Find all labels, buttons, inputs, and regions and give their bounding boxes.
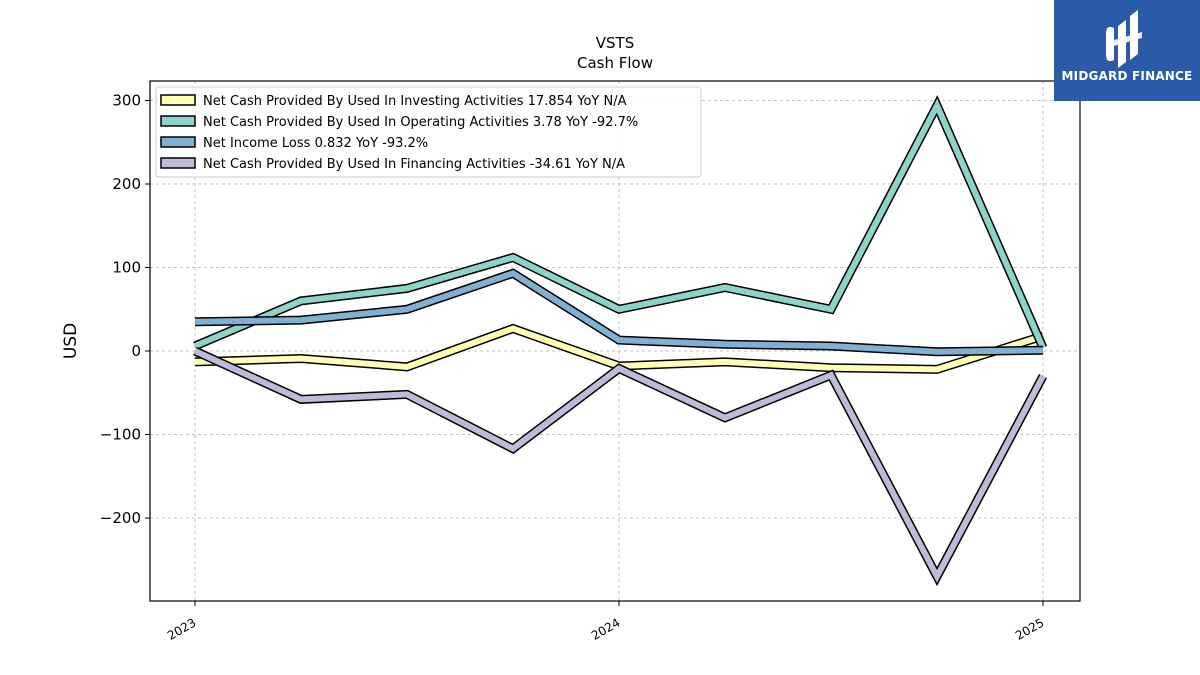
y-tick-label: 200 bbox=[112, 175, 141, 193]
series-layer bbox=[193, 95, 1048, 587]
y-axis-label: USD bbox=[61, 323, 81, 359]
legend-label: Net Income Loss 0.832 YoY -93.2% bbox=[203, 136, 428, 151]
legend-swatch bbox=[160, 136, 196, 148]
chart-title: VSTS bbox=[596, 34, 634, 52]
series-line bbox=[194, 269, 1044, 355]
y-tick-label: 100 bbox=[112, 259, 141, 277]
plot-frame bbox=[149, 80, 1081, 602]
legend-swatch bbox=[160, 94, 196, 106]
legend-label: Net Cash Provided By Used In Operating A… bbox=[203, 115, 638, 130]
y-tick-label: −200 bbox=[100, 509, 141, 527]
x-axis-ticks: 2023 2024 2025 bbox=[165, 601, 1047, 643]
legend-label: Net Cash Provided By Used In Financing A… bbox=[203, 157, 625, 172]
chart-subtitle: Cash Flow bbox=[577, 54, 653, 72]
x-tick-label: 2025 bbox=[1013, 615, 1046, 642]
y-axis-ticks: 300 200 100 0 −100 −200 bbox=[100, 92, 150, 527]
logo-text: MIDGARD FINANCE bbox=[1061, 69, 1193, 83]
series-line bbox=[193, 348, 1046, 583]
midgard-finance-logo: MIDGARD FINANCE bbox=[1054, 0, 1200, 101]
legend-label: Net Cash Provided By Used In Investing A… bbox=[203, 94, 627, 109]
x-tick-label: 2023 bbox=[165, 615, 198, 642]
y-tick-label: −100 bbox=[100, 426, 141, 444]
midgard-logo-icon bbox=[1106, 10, 1142, 68]
y-tick-label: 300 bbox=[112, 92, 141, 110]
y-tick-label: 0 bbox=[131, 342, 141, 360]
x-tick-label: 2024 bbox=[589, 615, 622, 642]
legend: Net Cash Provided By Used In Investing A… bbox=[155, 86, 702, 178]
legend-box bbox=[155, 86, 702, 178]
series-line bbox=[193, 98, 1046, 349]
legend-swatch bbox=[160, 115, 196, 127]
legend-swatch bbox=[160, 157, 196, 169]
